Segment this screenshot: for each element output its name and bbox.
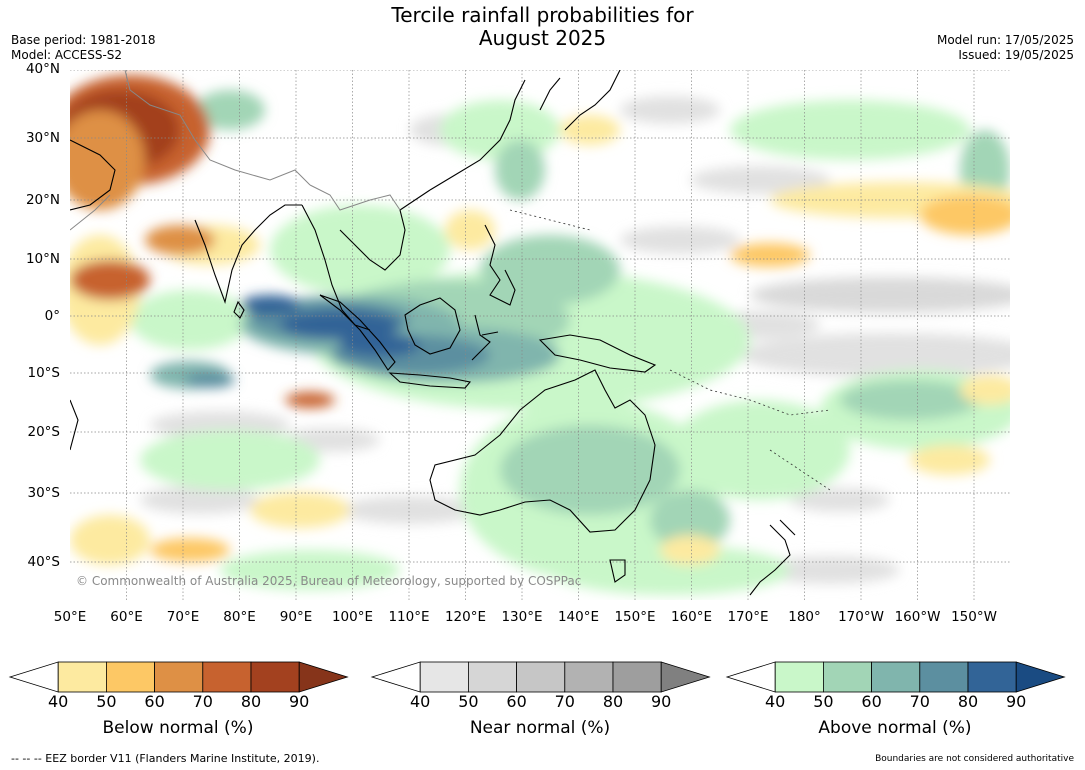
model-info: Base period: 1981-2018 Model: ACCESS-S2 <box>11 33 156 63</box>
lon-label-70e: 70°E <box>166 609 200 625</box>
below-normal-swatch-4 <box>202 661 252 693</box>
australia-coast <box>429 369 656 533</box>
india-coast <box>194 204 302 304</box>
lat-label-10n: 10°N <box>25 251 60 267</box>
lon-label-120e: 120°E <box>444 609 487 625</box>
model-run-text: Model run: 17/05/2025 <box>936 33 1074 47</box>
country-borders <box>70 70 401 231</box>
lon-label-140e: 140°E <box>557 609 600 625</box>
new-guinea-coast <box>538 334 657 373</box>
boundaries-disclaimer: Boundaries are not considered authoritat… <box>875 754 1074 764</box>
lat-label-30n: 30°N <box>25 130 60 146</box>
above-normal-tick-50: 50 <box>813 692 834 711</box>
lon-label-90e: 90°E <box>279 609 313 625</box>
near-normal-tick-90: 90 <box>651 692 672 711</box>
lat-label-20s: 20°S <box>27 424 61 440</box>
above-normal-high-extension <box>1015 661 1066 693</box>
issued-date-text: Issued: 19/05/2025 <box>958 48 1074 62</box>
model-name-text: Model: ACCESS-S2 <box>11 48 123 62</box>
near-normal-tick-50: 50 <box>458 692 479 711</box>
near-normal-swatch-3 <box>516 661 566 693</box>
lat-label-20n: 20°N <box>25 192 60 208</box>
below-normal-low-extension <box>8 661 59 693</box>
near-normal-swatch-5 <box>612 661 662 693</box>
below-normal-high-extension <box>298 661 349 693</box>
near-normal-swatch-2 <box>467 661 517 693</box>
above-normal-tick-40: 40 <box>765 692 786 711</box>
lon-label-80e: 80°E <box>223 609 256 625</box>
above-normal-tick-90: 90 <box>1006 692 1027 711</box>
rainfall-map: © Commonwealth of Australia 2025, Bureau… <box>70 70 1010 600</box>
lon-label-180: 180° <box>788 609 821 625</box>
lon-label-110e: 110°E <box>388 609 430 625</box>
below-normal-swatch-5 <box>250 661 300 693</box>
lat-label-10s: 10°S <box>27 365 61 381</box>
copyright-text: © Commonwealth of Australia 2025, Bureau… <box>76 574 581 588</box>
eez-borders <box>509 209 831 491</box>
near-normal-tick-70: 70 <box>554 692 575 711</box>
below-normal-swatch-1 <box>57 661 107 693</box>
lon-label-160e: 160°E <box>670 609 713 625</box>
borneo-coast <box>404 297 461 355</box>
below-normal-tick-70: 70 <box>192 692 213 711</box>
near-normal-tick-40: 40 <box>410 692 431 711</box>
below-normal-label: Below normal (%) <box>102 718 254 738</box>
below-normal-tick-60: 60 <box>144 692 165 711</box>
below-normal-tick-90: 90 <box>289 692 310 711</box>
lon-label-50e: 50°E <box>53 609 87 625</box>
base-period-text: Base period: 1981-2018 <box>11 33 156 47</box>
lat-label-40s: 40°S <box>27 554 61 570</box>
below-normal-tick-50: 50 <box>96 692 117 711</box>
title-line-2: August 2025 <box>478 26 607 50</box>
near-normal-high-extension <box>660 661 711 693</box>
lon-label-60e: 60°E <box>110 609 143 625</box>
above-normal-tick-70: 70 <box>909 692 930 711</box>
sumatra-coast <box>319 294 396 371</box>
near-normal-tick-80: 80 <box>602 692 624 711</box>
near-normal-swatch-1 <box>419 661 469 693</box>
colorbars <box>8 661 1066 693</box>
lon-label-170e: 170°E <box>727 609 769 625</box>
above-normal-tick-60: 60 <box>861 692 882 711</box>
lon-label-100e: 100°E <box>331 609 374 625</box>
near-normal-label: Near normal (%) <box>469 718 611 738</box>
lat-label-30s: 30°S <box>27 485 61 501</box>
below-normal-tick-40: 40 <box>48 692 69 711</box>
near-normal-tick-60: 60 <box>506 692 527 711</box>
lon-label-150e: 150°E <box>614 609 656 625</box>
lon-label-170w: 170°W <box>838 609 884 625</box>
below-normal-tick-80: 80 <box>240 692 262 711</box>
above-normal-swatch-2 <box>823 661 873 693</box>
near-normal-low-extension <box>370 661 421 693</box>
lon-label-150w: 150°W <box>951 609 997 625</box>
above-normal-swatch-4 <box>919 661 969 693</box>
above-normal-low-extension <box>725 661 776 693</box>
below-normal-swatch-2 <box>106 661 156 693</box>
coastlines <box>70 70 796 596</box>
graticule <box>70 70 1010 600</box>
title-line-1: Tercile rainfall probabilities for <box>391 3 694 27</box>
near-normal-swatch-4 <box>564 661 614 693</box>
above-normal-label: Above normal (%) <box>818 718 972 738</box>
above-normal-swatch-5 <box>967 661 1017 693</box>
above-normal-swatch-1 <box>774 661 824 693</box>
run-info: Model run: 17/05/2025 Issued: 19/05/2025 <box>937 33 1074 63</box>
above-normal-swatch-3 <box>871 661 921 693</box>
eez-footnote: -- -- -- EEZ border V11 (Flanders Marine… <box>11 752 320 765</box>
lon-label-160w: 160°W <box>894 609 941 625</box>
lat-label-equator: 0° <box>44 308 60 324</box>
lon-label-130e: 130°E <box>501 609 543 625</box>
below-normal-swatch-3 <box>154 661 204 693</box>
above-normal-tick-80: 80 <box>957 692 979 711</box>
lat-label-40n: 40°N <box>25 61 60 77</box>
map-title: Tercile rainfall probabilities for Augus… <box>0 4 1085 50</box>
